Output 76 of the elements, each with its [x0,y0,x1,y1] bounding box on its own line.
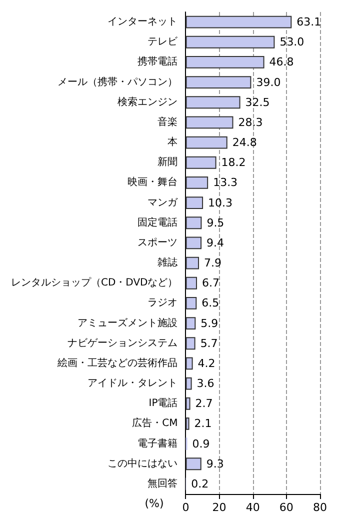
data-label: 39.0 [256,76,281,89]
bar [186,357,193,370]
y-tick-label: 新聞 [158,156,178,168]
bar [186,196,204,210]
y-tick-label: 広告・CM [132,417,178,430]
x-tick-label: 0 [182,501,190,514]
x-axis-title: (%) [144,497,164,510]
bar [186,116,234,129]
x-tick-label: 80 [313,501,327,514]
data-label: 5.9 [200,316,218,330]
data-label: 2.7 [195,397,213,410]
y-tick-label: アミューズメント施設 [78,316,178,329]
data-label: 7.9 [204,256,222,270]
y-tick-label: レンタルショップ（CD・DVDなど） [11,276,178,289]
bar [186,176,208,189]
y-tick-label: スポーツ [138,237,178,248]
y-tick-label: 映画・舞台 [128,176,178,188]
data-label: 46.8 [269,56,294,69]
bar [186,317,196,330]
data-label: 6.5 [202,296,220,310]
bar [186,276,197,290]
y-tick-label: アイドル・タレント [88,378,178,390]
y-tick-label: 雑誌 [158,256,178,269]
bar [186,337,196,350]
data-label: 0.9 [192,437,210,450]
data-label: 9.3 [206,457,224,470]
data-label: 5.7 [200,336,218,350]
bar [186,256,200,270]
data-label: 10.3 [208,196,233,210]
bar [186,458,202,470]
data-label: 9.4 [206,236,224,250]
data-label: 6.7 [202,276,220,290]
y-tick-label: 音楽 [158,116,178,128]
data-label: 3.6 [196,377,214,390]
y-tick-label: ラジオ [148,298,178,309]
y-tick-label: 本 [168,136,178,148]
data-label: 13.3 [213,176,238,190]
data-label: 24.8 [232,136,257,150]
y-tick-label: マンガ [148,197,179,208]
bar [186,417,190,430]
bar [186,236,202,250]
bar [186,136,228,149]
data-label: 2.1 [194,417,212,430]
y-tick-label: ナビゲーションシステム [68,338,178,349]
y-tick-label: 無回答 [148,477,178,490]
bar [186,216,202,230]
data-label: 53.0 [280,36,304,49]
bar [186,16,292,28]
data-label: 32.5 [245,96,270,109]
data-label: 4.2 [198,356,216,370]
y-tick-label: IP電話 [148,397,178,410]
bar [186,36,275,48]
y-tick-label: 固定電話 [138,216,178,228]
bar [186,377,192,390]
x-tick-label: 20 [212,501,226,514]
data-label: 28.3 [238,116,263,129]
bar [186,296,197,310]
bar [186,96,240,109]
bar [186,397,190,410]
y-tick-label: メール（携帯・パソコン） [58,76,178,88]
x-tick-label: 40 [246,501,260,514]
bar [186,76,252,89]
bar [186,156,216,169]
x-tick-label: 60 [279,501,294,514]
y-tick-label: 電子書籍 [138,437,178,450]
data-label: 0.2 [191,477,209,490]
data-label: 63.1 [296,16,322,29]
bar [186,56,264,68]
y-tick-label: この中にはない [108,457,178,470]
data-label: 9.5 [206,216,224,230]
y-tick-label: 絵画・工芸などの芸術作品 [56,356,178,369]
y-tick-label: テレビ [148,36,179,48]
y-tick-label: 携帯電話 [138,56,178,68]
data-label: 18.2 [221,156,246,170]
y-tick-label: 検索エンジン [118,96,178,108]
y-tick-label: インターネット [108,16,178,28]
